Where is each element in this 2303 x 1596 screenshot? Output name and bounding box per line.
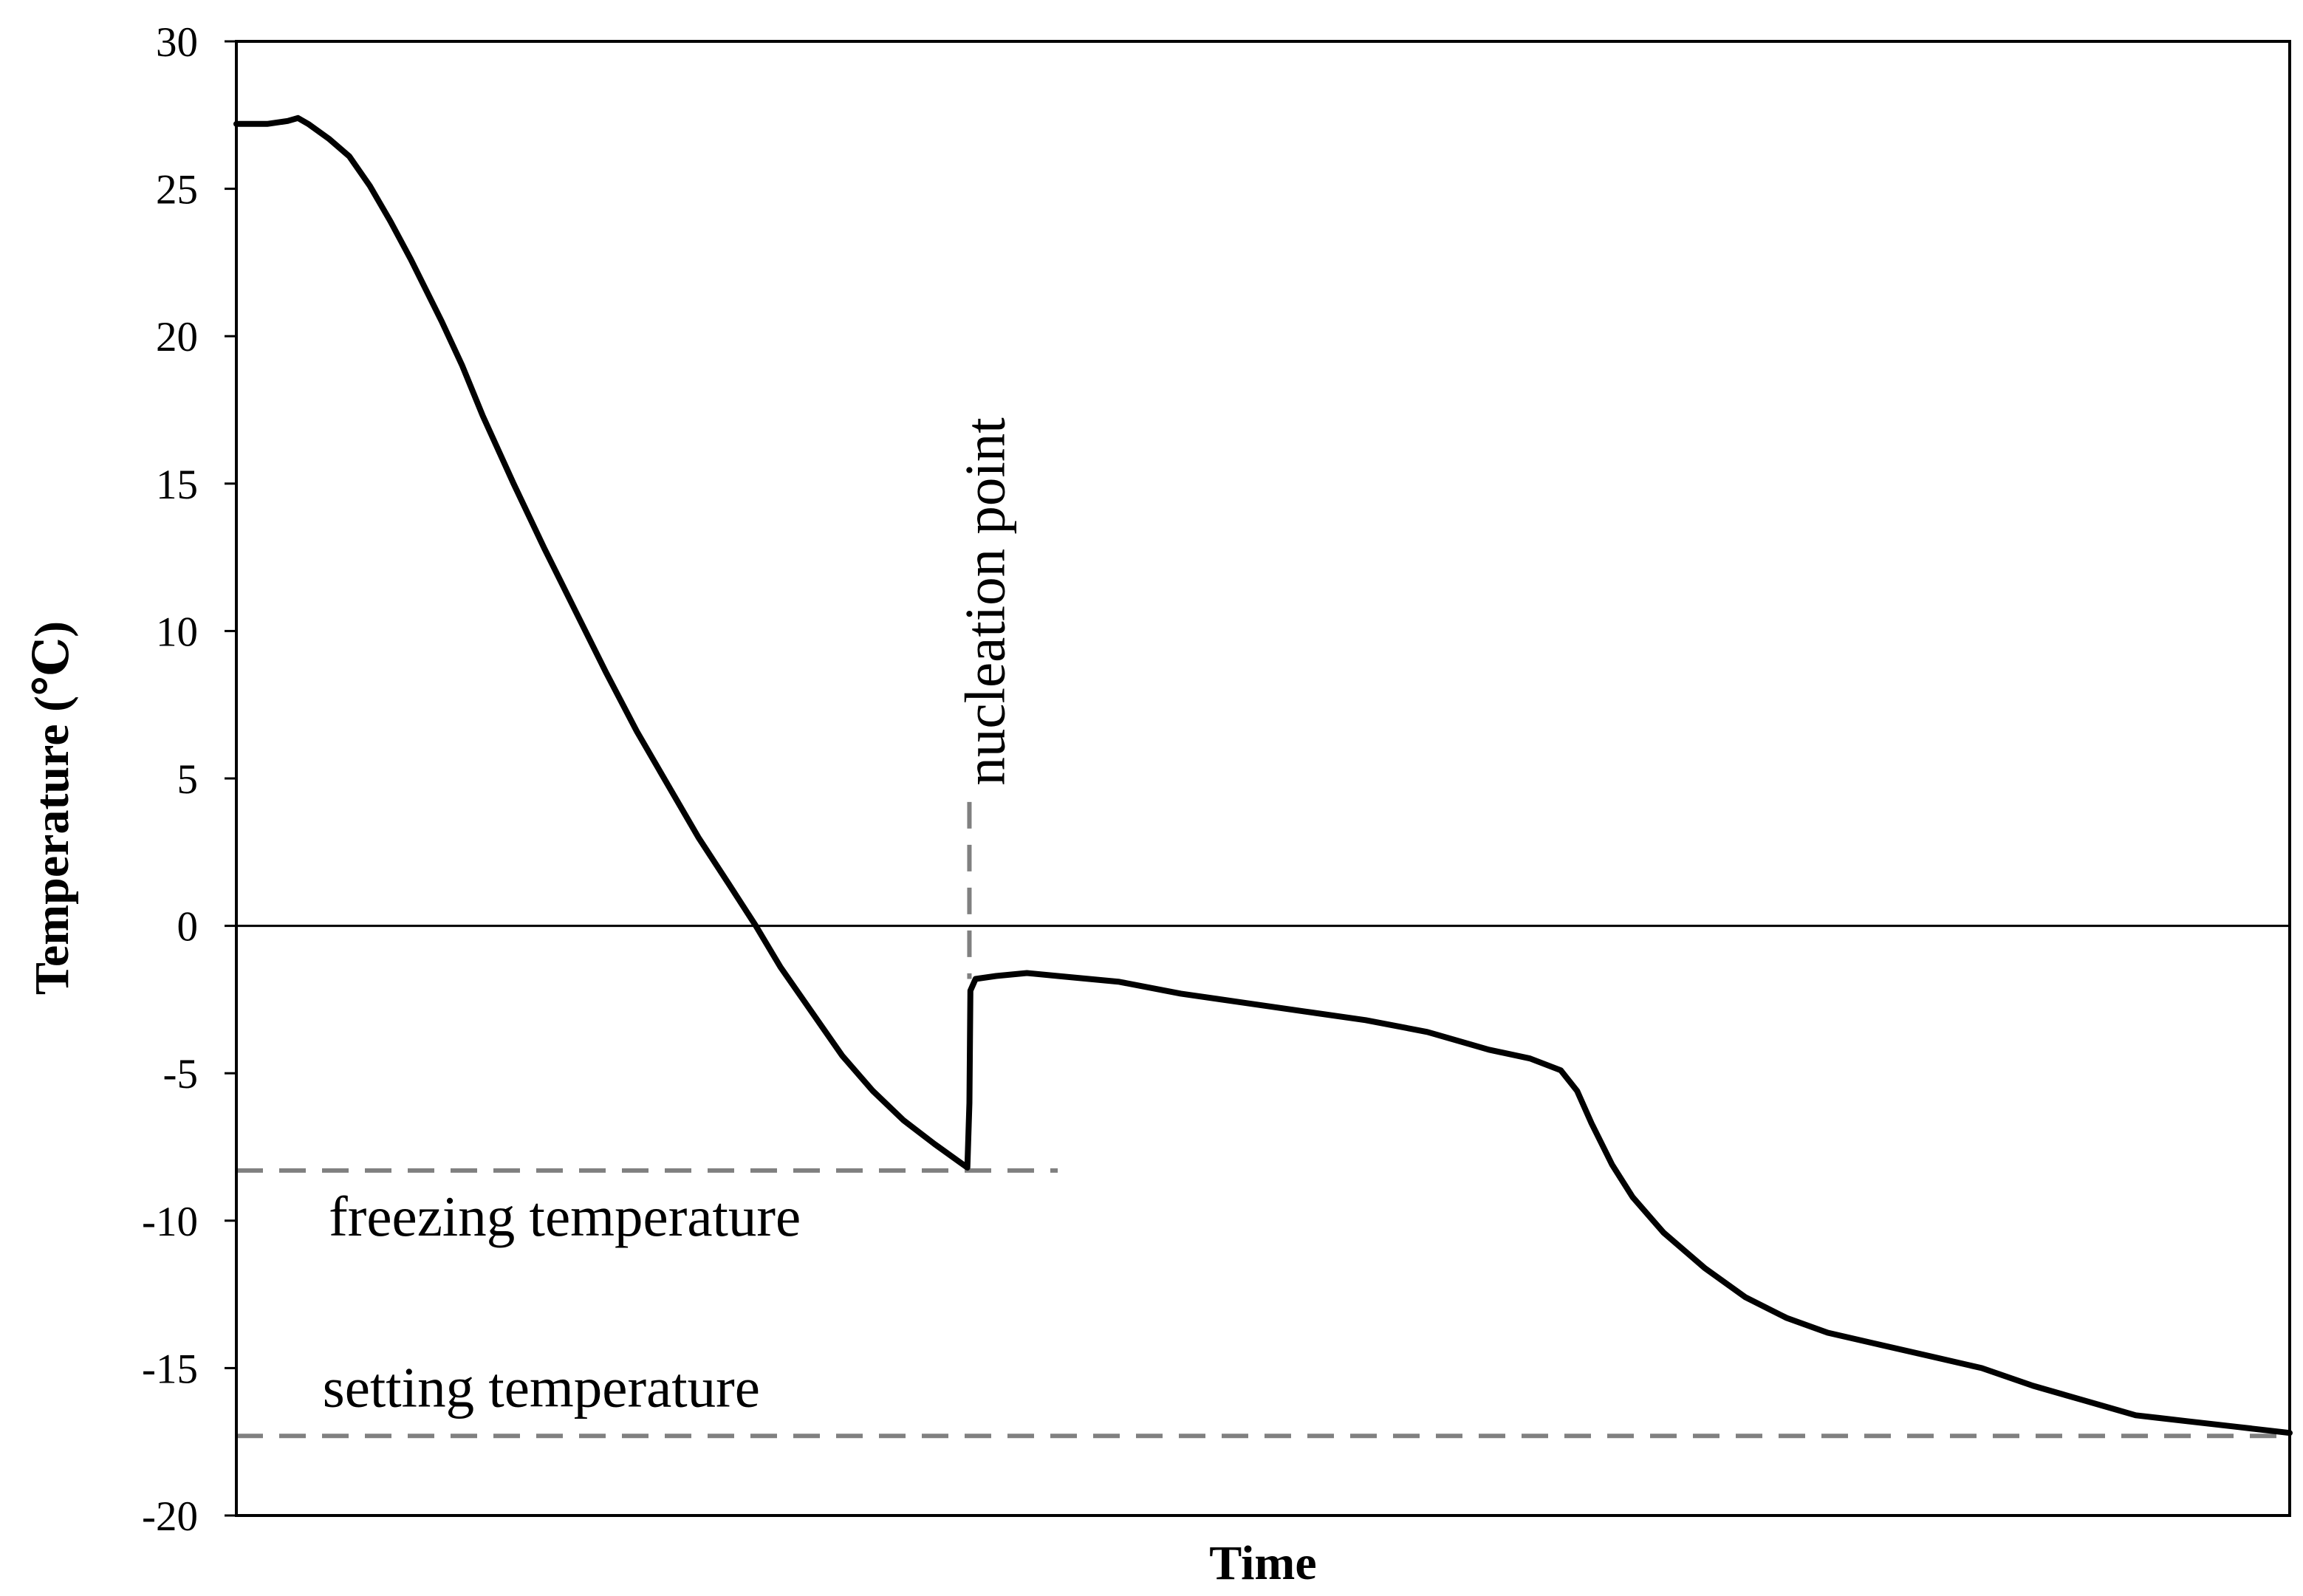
y-axis-ticks: 30 25 20 15 10 5 0 -5 -10 -15 -20 [142, 19, 236, 1540]
y-tick-label: 10 [156, 609, 198, 655]
y-tick-label: 20 [156, 314, 198, 360]
x-axis-title: Time [1209, 1536, 1316, 1590]
y-tick-label: 30 [156, 19, 198, 66]
freezing-temperature-label: freezing temperature [329, 1185, 801, 1248]
y-tick-label: 5 [177, 756, 199, 803]
reference-lines [236, 801, 2290, 1439]
series-layer [233, 114, 2293, 1436]
y-tick-label: 25 [156, 167, 198, 213]
nucleation-point-label: nucleation point [954, 417, 1017, 785]
y-tick-label: -10 [142, 1199, 198, 1245]
y-axis-title: Temperature (℃) [25, 621, 79, 995]
y-tick-label: -15 [142, 1346, 198, 1392]
y-tick-label: -20 [142, 1493, 198, 1540]
y-tick-label: 15 [156, 462, 198, 508]
setting-temperature-label: setting temperature [323, 1355, 760, 1419]
annotations: freezing temperature setting temperature n… [323, 417, 1017, 1419]
y-tick-label: -5 [163, 1051, 198, 1097]
series-line-temperature [233, 114, 2293, 1436]
y-tick-label: 0 [177, 904, 199, 951]
